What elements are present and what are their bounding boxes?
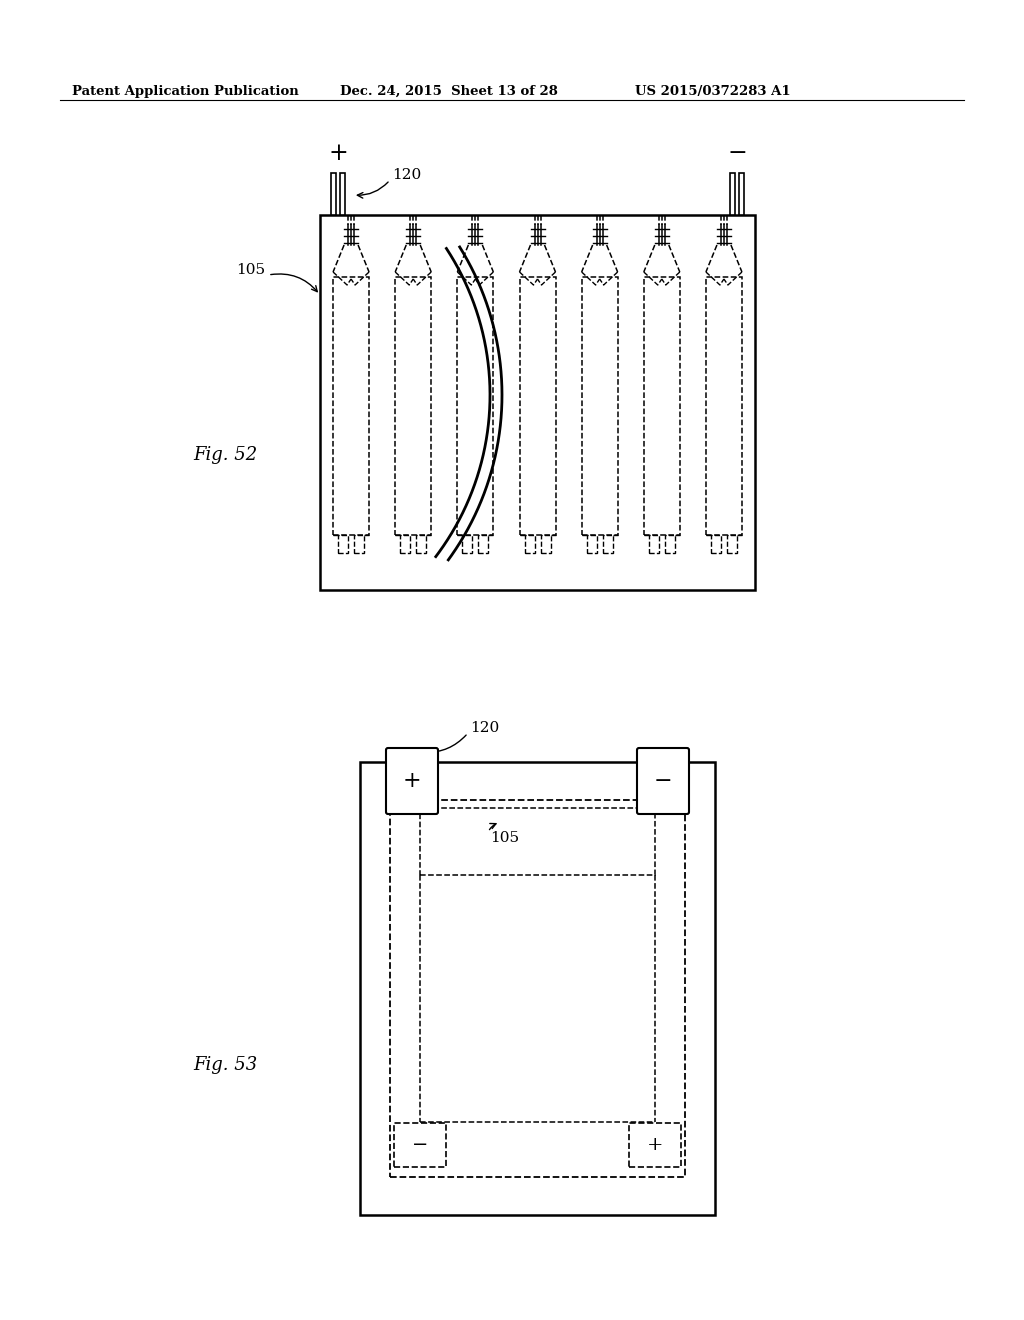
FancyBboxPatch shape [386,748,438,814]
Bar [478,535,488,553]
Text: 105: 105 [490,832,519,845]
Bar [400,535,411,553]
Text: −: − [653,770,673,792]
Bar [338,535,348,553]
Bar [582,277,617,535]
Text: Dec. 24, 2015  Sheet 13 of 28: Dec. 24, 2015 Sheet 13 of 28 [340,84,558,98]
Text: Fig. 53: Fig. 53 [193,1056,257,1074]
Text: US 2015/0372283 A1: US 2015/0372283 A1 [635,84,791,98]
Text: 120: 120 [470,721,500,735]
Bar [394,1123,446,1167]
Text: −: − [412,1137,428,1154]
Bar [390,800,685,1177]
Bar [420,808,655,875]
Bar [649,535,658,553]
Bar [416,535,426,553]
Bar [331,173,336,215]
Bar [463,535,472,553]
Text: +: + [402,770,421,792]
Bar [727,535,737,553]
Bar [603,535,612,553]
Bar [644,277,680,535]
Text: Fig. 52: Fig. 52 [193,446,257,465]
Bar [360,762,715,1214]
Bar [739,173,744,215]
Text: +: + [328,143,348,165]
Bar [706,277,742,535]
Bar [711,535,721,553]
Bar [458,277,494,535]
Bar [519,277,555,535]
Bar [665,535,675,553]
Bar [730,173,735,215]
Bar [629,1123,681,1167]
Bar [354,535,365,553]
Text: +: + [647,1137,664,1154]
Bar [319,215,755,590]
Text: 105: 105 [236,263,265,277]
Bar [333,277,369,535]
Text: −: − [727,143,746,165]
Bar [587,535,597,553]
FancyBboxPatch shape [637,748,689,814]
Text: 120: 120 [392,168,421,182]
Bar [541,535,551,553]
Bar [395,277,431,535]
Bar [524,535,535,553]
Bar [340,173,345,215]
Text: Patent Application Publication: Patent Application Publication [72,84,299,98]
